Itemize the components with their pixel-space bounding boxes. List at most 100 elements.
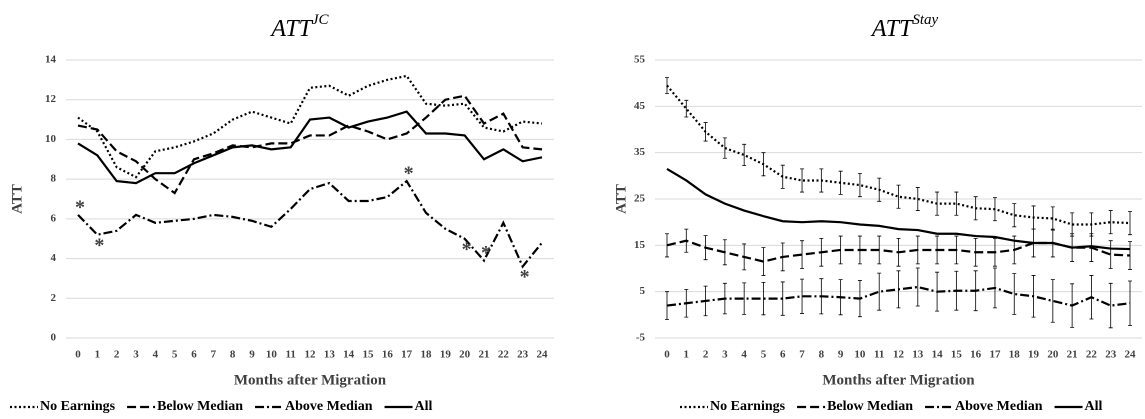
x-tick-label: 5: [172, 349, 178, 361]
x-tick-label: 9: [838, 349, 844, 361]
x-tick-label: 14: [932, 349, 944, 361]
x-tick-label: 17: [989, 349, 1001, 361]
legend-label: Above Median: [955, 399, 1043, 414]
legend-label: All: [415, 399, 433, 414]
x-tick-label: 8: [819, 349, 825, 361]
legend-label: Below Median: [157, 399, 243, 414]
x-tick-label: 3: [722, 349, 728, 361]
x-tick-label: 4: [741, 349, 747, 361]
chart-title: ATTJC: [269, 12, 329, 41]
error-bar: [1128, 211, 1132, 236]
error-bar: [915, 267, 920, 307]
x-tick-label: 4: [153, 349, 159, 361]
y-tick-label: 6: [51, 212, 57, 224]
x-axis-title: Months after Migration: [234, 372, 387, 388]
x-tick-label: 8: [230, 349, 236, 361]
y-tick-label: 8: [51, 173, 57, 185]
error-bar: [800, 168, 805, 193]
significance-marker: *: [462, 238, 472, 260]
series-line: [77, 179, 543, 269]
x-tick-label: 7: [211, 349, 217, 361]
error-bar: [1108, 210, 1113, 235]
x-tick-label: 22: [1086, 349, 1098, 361]
x-tick-label: 20: [1047, 349, 1059, 361]
error-bar: [742, 143, 747, 167]
x-tick-label: 6: [780, 349, 786, 361]
y-axis-title: ATT: [9, 184, 25, 214]
error-bar: [1050, 279, 1055, 323]
error-bar: [1012, 203, 1017, 228]
x-tick-label: 21: [479, 349, 490, 361]
y-tick-label: 35: [634, 146, 646, 158]
y-tick-label: 14: [45, 54, 57, 66]
x-tick-label: 11: [874, 349, 884, 361]
error-bar: [1108, 240, 1113, 269]
error-bar: [800, 240, 805, 269]
error-bar: [1108, 282, 1113, 329]
significance-marker: *: [481, 242, 491, 264]
series-line: [77, 94, 543, 195]
significance-marker: *: [404, 163, 414, 185]
error-bar: [800, 278, 805, 314]
x-tick-label: 14: [343, 349, 355, 361]
error-bar: [857, 173, 862, 198]
x-tick-label: 15: [363, 349, 375, 361]
y-tick-label: 0: [51, 332, 57, 344]
error-bar: [896, 184, 901, 209]
title-base: ATT: [870, 16, 914, 42]
x-tick-label: 21: [1067, 349, 1078, 361]
error-bar: [877, 272, 882, 311]
x-tick-label: 12: [305, 349, 317, 361]
significance-marker: *: [94, 234, 104, 256]
error-bar: [665, 233, 669, 258]
x-tick-label: 23: [1105, 349, 1117, 361]
x-tick-label: 1: [684, 349, 690, 361]
x-tick-label: 11: [285, 349, 295, 361]
series-line: [77, 74, 543, 179]
y-tick-label: 5: [640, 285, 646, 297]
y-tick-label: 4: [51, 252, 57, 264]
error-bar: [722, 137, 727, 159]
y-tick-label: 15: [634, 239, 646, 251]
chart-title: ATTStay: [870, 12, 939, 41]
x-axis-title: Months after Migration: [822, 372, 975, 388]
y-tick-label: 10: [45, 133, 57, 145]
series-line: [666, 167, 1131, 251]
x-tick-label: 13: [324, 349, 336, 361]
title-base: ATT: [269, 16, 313, 42]
error-bar: [954, 191, 959, 216]
error-bar: [761, 282, 766, 316]
y-tick-label: 25: [634, 193, 646, 205]
x-tick-label: 13: [912, 349, 924, 361]
error-bar: [1128, 241, 1132, 270]
series-line: [666, 285, 1131, 307]
error-bar: [1012, 273, 1017, 315]
error-bar: [915, 187, 920, 211]
title-superscript: JC: [312, 12, 330, 28]
x-tick-label: 24: [537, 349, 549, 361]
y-tick-label: 45: [634, 100, 646, 112]
y-axis-title: ATT: [613, 184, 629, 214]
y-tick-label: -5: [636, 332, 646, 344]
x-tick-label: 2: [114, 349, 120, 361]
x-tick-label: 24: [1125, 349, 1137, 361]
x-tick-label: 22: [498, 349, 510, 361]
x-tick-label: 15: [951, 349, 963, 361]
series-line: [77, 110, 543, 185]
x-tick-label: 5: [761, 349, 767, 361]
x-tick-label: 16: [970, 349, 982, 361]
x-tick-label: 16: [382, 349, 394, 361]
error-bar: [780, 281, 785, 316]
legend-label: Above Median: [285, 399, 373, 414]
legend-label: No Earnings: [710, 399, 786, 414]
x-tick-label: 19: [440, 349, 452, 361]
x-tick-label: 20: [459, 349, 471, 361]
y-tick-label: 55: [634, 54, 646, 66]
y-tick-label: 12: [45, 93, 57, 105]
title-superscript: Stay: [912, 12, 938, 28]
x-tick-label: 2: [703, 349, 709, 361]
error-bar: [684, 99, 689, 118]
error-bar: [742, 282, 747, 315]
x-tick-label: 1: [95, 349, 101, 361]
